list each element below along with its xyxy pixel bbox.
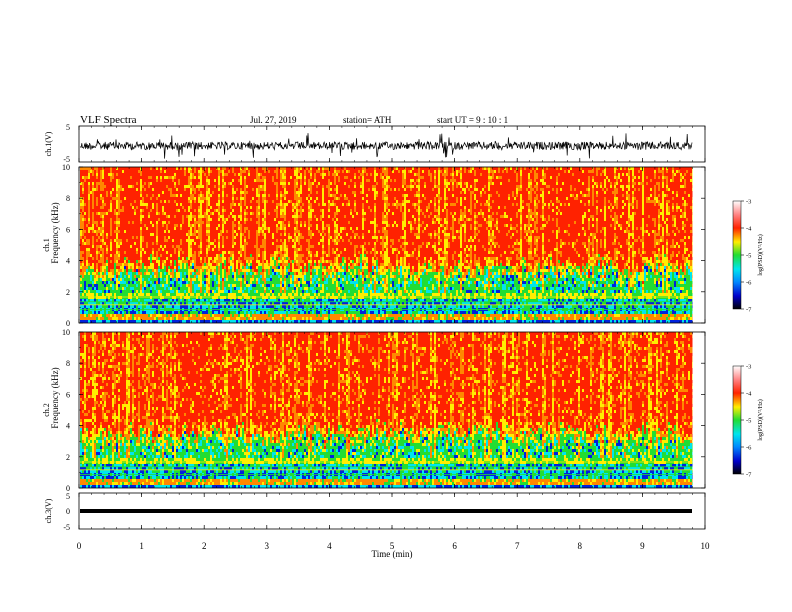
freq-tick-label: 2 bbox=[66, 288, 70, 297]
time-tick-label: 3 bbox=[265, 541, 270, 551]
freq-tick-label: 2 bbox=[66, 453, 70, 462]
ch3-wave-ytick-top: 5 bbox=[66, 492, 70, 501]
freq-tick-label: 8 bbox=[66, 359, 70, 368]
freq-tick-label: 6 bbox=[66, 225, 70, 234]
colorbar-tick-label: -7 bbox=[746, 472, 752, 479]
colorbar-tick-label: -5 bbox=[746, 253, 751, 260]
ch2-colorbar bbox=[733, 366, 741, 474]
freq-tick-label: 10 bbox=[62, 163, 70, 172]
time-tick-label: 4 bbox=[327, 541, 332, 551]
time-tick-label: 9 bbox=[640, 541, 645, 551]
ch2-spec-ylabel: Frequency (kHz) bbox=[50, 367, 60, 428]
time-axis-label: Time (min) bbox=[372, 549, 413, 559]
ch1-colorbar bbox=[733, 201, 741, 309]
colorbar-tick-label: -6 bbox=[746, 280, 752, 287]
ch1-wave-ytick-top: 5 bbox=[66, 123, 70, 132]
colorbar-tick-label: -3 bbox=[746, 199, 751, 206]
time-tick-label: 2 bbox=[202, 541, 207, 551]
ch3-waveform-panel: 5 0 -5 ch.3(V) bbox=[44, 492, 705, 532]
colorbar-tick-label: -4 bbox=[746, 391, 752, 398]
ch1-waveform-panel: 5 -5 ch.1(V) bbox=[44, 123, 705, 164]
ch1-wave-ylabel: ch.1(V) bbox=[44, 131, 53, 156]
freq-tick-label: 0 bbox=[66, 319, 70, 328]
colorbar-tick-label: -5 bbox=[746, 418, 751, 425]
figure-title: VLF Spectra bbox=[80, 114, 137, 126]
ch2-spectrogram-image bbox=[80, 332, 693, 488]
station-label: station= ATH bbox=[343, 115, 392, 125]
colorbar-tick-label: -7 bbox=[746, 307, 752, 314]
ch1-spectrogram-image bbox=[80, 167, 693, 323]
time-tick-label: 6 bbox=[452, 541, 457, 551]
date-label: Jul. 27, 2019 bbox=[250, 115, 297, 125]
time-tick-label: 7 bbox=[515, 541, 520, 551]
time-tick-label: 10 bbox=[701, 541, 711, 551]
start-time-label: start UT = 9 : 10 : 1 bbox=[437, 115, 508, 125]
freq-tick-label: 8 bbox=[66, 194, 70, 203]
colorbar-tick-label: -6 bbox=[746, 445, 752, 452]
ch3-wave-ytick-middle: 0 bbox=[66, 507, 70, 516]
colorbar-tick-label: -3 bbox=[746, 364, 751, 371]
ch3-waveform-line bbox=[80, 509, 692, 513]
colorbar-tick-label: -4 bbox=[746, 226, 752, 233]
ch1-waveform-line bbox=[80, 133, 692, 159]
time-tick-label: 0 bbox=[77, 541, 82, 551]
freq-tick-label: 6 bbox=[66, 390, 70, 399]
freq-tick-label: 4 bbox=[66, 257, 70, 266]
freq-tick-label: 4 bbox=[66, 422, 70, 431]
ch2-colorbar-label: log(PSD)(V²/Hz) bbox=[757, 399, 764, 440]
freq-tick-label: 10 bbox=[62, 328, 70, 337]
time-tick-label: 8 bbox=[578, 541, 583, 551]
ch3-wave-ytick-bottom: -5 bbox=[63, 523, 70, 532]
ch1-spec-ylabel: Frequency (kHz) bbox=[50, 202, 60, 263]
time-tick-label: 1 bbox=[139, 541, 144, 551]
ch3-wave-ylabel: ch.3(V) bbox=[44, 498, 53, 523]
ch1-colorbar-label: log(PSD)(V²/Hz) bbox=[757, 234, 764, 275]
